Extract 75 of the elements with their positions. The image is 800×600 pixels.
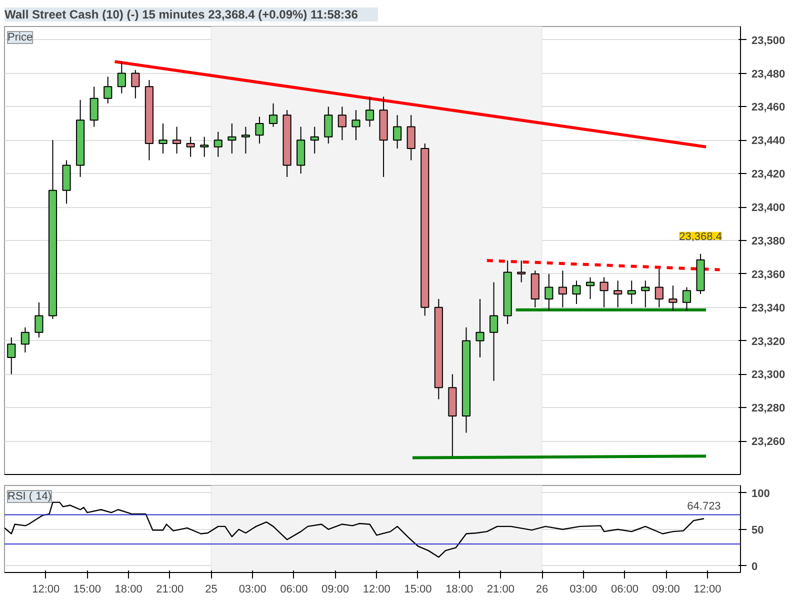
y-tick-label: 23,400 [752, 202, 786, 214]
x-tick-label: 03:00 [238, 584, 266, 596]
candlestick [241, 126, 250, 154]
candlestick [338, 106, 346, 141]
candlestick [158, 122, 168, 154]
y-tick-label: 23,380 [752, 235, 786, 248]
x-tick-label: 03:00 [570, 584, 598, 596]
annotation: Price [8, 32, 33, 44]
y-tick-label: 23,360 [752, 268, 786, 281]
y-tick-label: 23,460 [752, 102, 786, 114]
x-tick-label: 25 [205, 584, 218, 596]
candlestick [654, 268, 664, 308]
candlestick [104, 76, 112, 104]
x-tick-label: 18:00 [114, 584, 142, 596]
x-tick-label: 06:00 [280, 584, 308, 596]
candlestick [90, 86, 98, 128]
candlestick [310, 126, 319, 154]
x-tick-label: 18:00 [446, 584, 474, 596]
candlestick [131, 69, 140, 99]
x-tick-label: 06:00 [610, 584, 638, 596]
x-tick-label: 21:00 [156, 584, 184, 596]
x-tick-label: 26 [536, 584, 548, 596]
candlestick [34, 302, 44, 338]
candlestick [352, 110, 360, 141]
x-tick-label: 12:00 [694, 584, 722, 596]
y-tick-label: 23,300 [752, 369, 786, 382]
candlestick [20, 326, 30, 353]
x-tick-label: 12:00 [32, 584, 60, 596]
candlestick [268, 102, 278, 128]
y-tick-label: 23,340 [752, 302, 786, 314]
candlestick [682, 286, 692, 312]
annotation: 64.723 [687, 500, 721, 513]
candlestick [668, 285, 678, 312]
y-tick-label: 100 [752, 488, 770, 500]
candlestick [365, 96, 374, 128]
y-tick-label: 23,480 [752, 68, 786, 80]
x-tick-label: 15:00 [404, 584, 432, 596]
candlestick [117, 61, 126, 94]
candlestick [172, 126, 182, 154]
y-tick-label: 23,280 [752, 402, 786, 415]
candlestick [558, 270, 567, 308]
candlestick [7, 336, 16, 375]
x-tick-label: 21:00 [486, 584, 514, 596]
candlestick [186, 136, 195, 158]
y-tick-label: 23,440 [752, 135, 786, 148]
x-tick-label: 12:00 [362, 584, 390, 596]
candlestick [200, 136, 209, 158]
candlestick [255, 116, 264, 144]
candlestick [641, 280, 650, 308]
candlestick [476, 298, 484, 358]
y-tick-label: 23,260 [752, 436, 786, 448]
candlestick [586, 276, 595, 300]
chart-title: Wall Street Cash (10) (-) 15 minutes 23,368.4 (+0.09%) 11:58:36 [4, 8, 358, 22]
x-tick-label: 09:00 [652, 584, 680, 596]
y-tick-label: 23,320 [752, 336, 786, 348]
candlestick [572, 280, 581, 304]
y-tick-label: 0 [752, 560, 758, 573]
candlestick [600, 276, 608, 308]
candlestick [324, 106, 333, 144]
y-tick-label: 23,420 [752, 168, 786, 181]
candlestick [393, 114, 402, 150]
y-tick-label: 23,500 [752, 34, 786, 47]
candlestick [614, 280, 622, 308]
candlestick [544, 273, 554, 312]
y-tick-label: 50 [752, 524, 764, 536]
candlestick [627, 280, 636, 304]
candlestick [214, 131, 222, 158]
candlestick [228, 122, 236, 154]
candlestick [406, 114, 416, 161]
candlestick [517, 260, 526, 283]
x-tick-label: 15:00 [73, 584, 101, 596]
annotation: 23,368.4 [679, 230, 722, 243]
annotation: RSI ( 14) [8, 490, 52, 502]
candlestick [490, 282, 498, 382]
x-tick-label: 09:00 [322, 584, 350, 596]
